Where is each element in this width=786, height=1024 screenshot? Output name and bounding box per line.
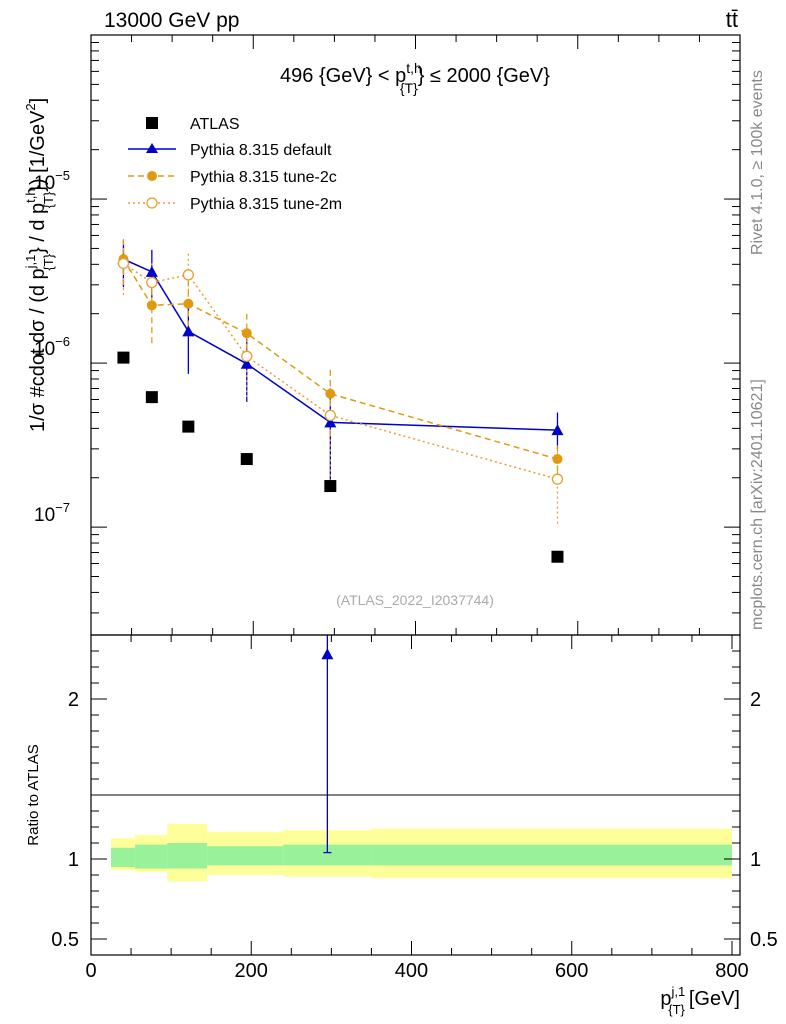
- band-inner: [371, 844, 732, 866]
- ylabel-sub2: {T}: [41, 191, 56, 208]
- tune2c-data-point: [183, 298, 194, 309]
- main-y-axis-label: 1/σ #cdot dσ / (d pj,1 {T}} / d pt,h {T}})…: [23, 98, 56, 432]
- y-tick-base: 10: [34, 339, 55, 360]
- y-tick-label-1e-5: 10−5: [34, 168, 70, 194]
- title-prefix: 496 {GeV} < p: [280, 65, 406, 87]
- y-tick-label-1e-6: 10−6: [34, 334, 70, 360]
- tune2c-data-point: [241, 328, 252, 339]
- band-inner: [135, 844, 168, 869]
- y-tick-exp: −7: [55, 500, 70, 515]
- ratio-y-tick-label: 1: [68, 849, 79, 871]
- ratio-y-tick-label-right: 1: [750, 849, 761, 871]
- ratio-y-axis-label: Ratio to ATLAS: [25, 744, 42, 845]
- main-axis-ticks: [90, 34, 741, 635]
- x-tick-label: 0: [85, 960, 96, 982]
- legend: ATLAS Pythia 8.315 default Pythia 8.315 …: [128, 116, 342, 213]
- ratio-y-tick-label-right: 2: [750, 689, 761, 711]
- tune2m-data-point: [241, 350, 253, 362]
- source-label: mcplots.cern.ch [arXiv:2401.10621]: [749, 379, 766, 630]
- y-tick-exp: −6: [55, 334, 70, 349]
- ratio-tick-labels: 0.5 0.5 1 1 2 2 0 200 400 600 800: [51, 689, 778, 982]
- ratio-y-tick-label-right: 0.5: [750, 929, 778, 951]
- default-data-point: [324, 416, 337, 428]
- legend-default-label: Pythia 8.315 default: [190, 142, 332, 159]
- ylabel-sup1: j,1: [23, 255, 38, 270]
- band-inner: [283, 844, 372, 866]
- ylabel-a: 1/σ #cdot dσ / (d p: [27, 268, 49, 432]
- ratio-frame: [90, 634, 741, 956]
- band-inner: [167, 843, 208, 869]
- atlas-data-point: [145, 391, 158, 404]
- title-suffix: } ≤ 2000 {GeV}: [418, 65, 551, 87]
- atlas-data-point: [240, 453, 253, 466]
- x-tick-label: 400: [395, 960, 428, 982]
- series-line: [123, 262, 558, 480]
- tune2m-data-point: [146, 276, 158, 289]
- ylabel-c: }) [1/GeV: [27, 110, 49, 192]
- ratio-default-point: [321, 648, 334, 660]
- main-panel: 10−7 10−6 10−5: [34, 34, 741, 636]
- ratio-y-tick-label: 0.5: [51, 929, 79, 951]
- xlabel-sub: {T}: [668, 1002, 685, 1017]
- tune2m-data-point: [117, 257, 130, 270]
- ratio-series: [321, 635, 334, 854]
- xlabel-p: p: [660, 988, 671, 1010]
- x-tick-label: 800: [715, 960, 748, 982]
- ylabel-d: ]: [27, 98, 49, 104]
- legend-atlas-label: ATLAS: [190, 116, 240, 133]
- ylabel-sub1: {T}: [41, 253, 56, 270]
- atlas-data-point: [551, 550, 564, 563]
- ylabel-b: } / d p: [27, 203, 49, 254]
- default-data-point: [240, 357, 253, 369]
- y-tick-label-1e-7: 10−7: [34, 500, 70, 526]
- legend-default-marker: [146, 143, 158, 153]
- ylabel-c-sup: 2: [23, 103, 38, 110]
- ratio-uncertainty-bands: [111, 823, 732, 882]
- plot-title: 496 {GeV} < pt,h {T}} ≤ 2000 {GeV}: [280, 60, 550, 96]
- ratio-y-tick-label: 2: [68, 689, 79, 711]
- ratio-axis-ticks: [90, 634, 740, 956]
- title-sub: {T}: [400, 80, 418, 96]
- legend-tune2c-label: Pythia 8.315 tune-2c: [190, 169, 337, 186]
- y-tick-exp: −5: [55, 168, 70, 183]
- rivet-version-label: Rivet 4.1.0, ≥ 100k events: [749, 70, 766, 255]
- legend-atlas-marker: [146, 117, 158, 129]
- x-tick-label: 200: [235, 960, 268, 982]
- series-line: [122, 258, 558, 460]
- legend-tune2c-marker: [147, 171, 157, 181]
- ylabel-sup2: t,h: [23, 188, 38, 202]
- legend-tune2m-marker: [146, 197, 158, 209]
- xlabel-sup: j,1: [671, 984, 686, 999]
- y-tick-base: 10: [34, 505, 55, 526]
- tune2m-data-point: [182, 269, 195, 281]
- analysis-watermark: (ATLAS_2022_I2037744): [336, 592, 494, 608]
- atlas-data-point: [182, 420, 195, 433]
- ratio-panel: 0.5 0.5 1 1 2 2 0 200 400 600 800: [51, 634, 778, 982]
- band-inner: [207, 846, 284, 866]
- band-inner: [111, 847, 136, 867]
- process-label: tt̄: [726, 7, 738, 32]
- title-sup: t,h: [406, 60, 422, 76]
- tune2c-data-point: [325, 388, 336, 399]
- energy-label: 13000 GeV pp: [104, 9, 239, 32]
- atlas-data-point: [117, 351, 130, 364]
- main-series: [117, 239, 564, 563]
- tune2m-data-point: [324, 409, 336, 422]
- tune2c-data-point: [552, 454, 563, 465]
- default-data-point: [145, 265, 158, 277]
- xlabel-unit: [GeV]: [689, 988, 740, 1010]
- x-axis-label: pj,1 {T} [GeV]: [660, 984, 740, 1017]
- default-data-point: [182, 325, 195, 337]
- y-tick-base: 10: [34, 173, 55, 194]
- main-y-tick-labels: 10−7 10−6 10−5: [34, 168, 70, 526]
- series-line: [123, 258, 558, 431]
- tune2m-data-point: [551, 473, 564, 485]
- atlas-data-point: [324, 480, 337, 493]
- x-tick-label: 600: [555, 960, 588, 982]
- default-data-point: [551, 424, 564, 436]
- legend-tune2m-label: Pythia 8.315 tune-2m: [190, 196, 342, 213]
- tune2c-data-point: [146, 300, 157, 311]
